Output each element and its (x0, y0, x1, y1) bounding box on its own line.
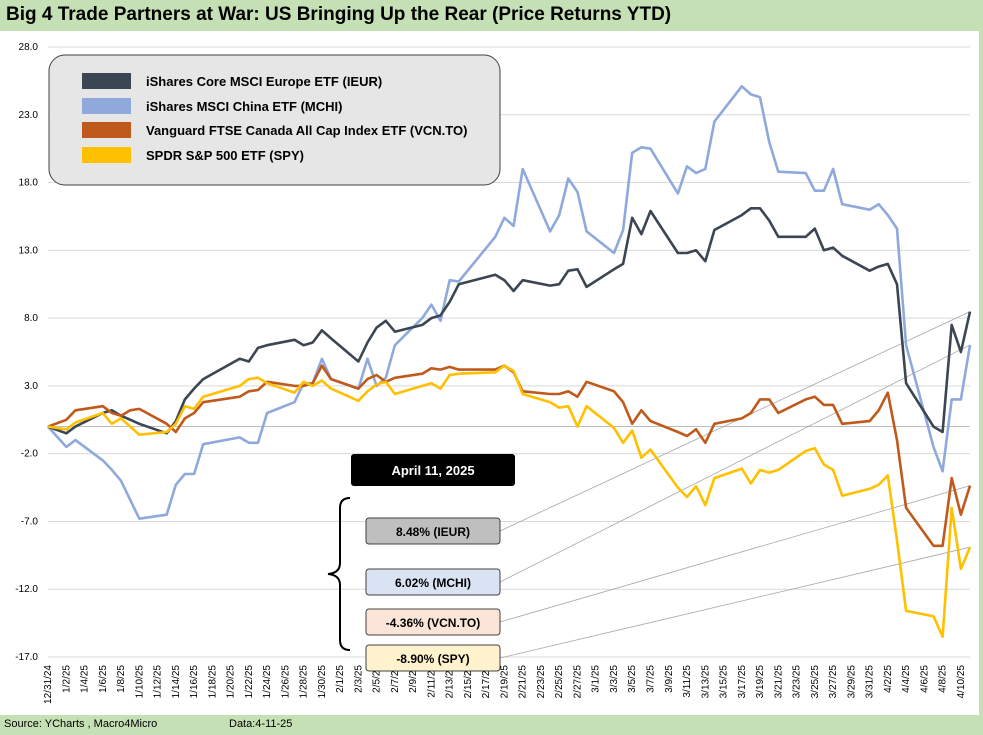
chart-title: Big 4 Trade Partners at War: US Bringing… (6, 4, 672, 25)
x-tick-label: 2/3/25 (353, 665, 364, 693)
annotation-label-vcn: -4.36% (VCN.TO) (386, 616, 480, 630)
x-tick-label: 2/13/25 (445, 665, 456, 699)
x-tick-label: 2/17/25 (481, 665, 492, 699)
x-tick-label: 1/26/25 (280, 665, 291, 699)
x-tick-label: 1/28/25 (299, 665, 310, 699)
x-tick-label: 1/14/25 (171, 665, 182, 699)
x-tick-label: 1/16/25 (189, 665, 200, 699)
legend-box (48, 54, 501, 186)
x-tick-label: 3/15/25 (719, 665, 730, 699)
x-tick-label: 2/21/25 (518, 665, 529, 699)
annotation-box-vcn (365, 608, 501, 636)
x-tick-label: 3/27/25 (828, 665, 839, 699)
line-chart: 28.0 23.0 18.0 13.0 8.0 3.0 -2.0 -7.0 -12.0 -17.0… (15, 42, 972, 704)
legend-swatch-vcn (82, 122, 131, 138)
y-tick-label: 3.0 (24, 381, 38, 392)
x-tick-label: 4/6/25 (919, 665, 930, 693)
x-tick-label: 3/3/25 (609, 665, 620, 693)
annotation-connector (499, 546, 971, 659)
annotation-brace (327, 497, 351, 651)
x-tick-label: 3/7/25 (645, 665, 656, 693)
x-tick-label: 4/4/25 (901, 665, 912, 693)
x-tick-label: 2/5/25 (372, 665, 383, 693)
x-tick-label: 3/25/25 (810, 665, 821, 699)
x-tick-label: 3/21/25 (773, 665, 784, 699)
y-tick-label: -12.0 (15, 584, 38, 595)
x-tick-label: 2/23/25 (536, 665, 547, 699)
series-line-mchi (47, 85, 972, 520)
annotation-box-ieur (365, 517, 501, 545)
x-tick-label: 3/1/25 (591, 665, 602, 693)
x-tick-label: 3/31/25 (865, 665, 876, 699)
chart-area: 28.0 23.0 18.0 13.0 8.0 3.0 -2.0 -7.0 -12.0 -17.0… (0, 31, 979, 715)
footer-source: Source: YCharts , Macro4Micro (4, 718, 158, 730)
legend-label-ieur: iShares Core MSCI Europe ETF (IEUR) (146, 74, 382, 89)
x-tick-label: 4/8/25 (938, 665, 949, 693)
legend-swatch-mchi (82, 98, 131, 114)
x-tick-label: 1/8/25 (116, 665, 127, 693)
y-tick-label: 8.0 (24, 313, 38, 324)
annotation-connector (499, 311, 971, 532)
legend-label-vcn: Vanguard FTSE Canada All Cap Index ETF (… (146, 123, 467, 138)
x-tick-label: 3/23/25 (792, 665, 803, 699)
x-tick-label: 1/22/25 (244, 665, 255, 699)
annotation-box-spy (365, 644, 501, 672)
x-tick-label: 2/7/25 (390, 665, 401, 693)
annotation-label-mchi: 6.02% (MCHI) (395, 576, 471, 590)
annotation-label-ieur: 8.48% (IEUR) (396, 525, 470, 539)
legend-swatch-ieur (82, 73, 131, 89)
x-tick-label: 1/30/25 (317, 665, 328, 699)
x-tick-label: 12/31/24 (43, 665, 54, 704)
annotation-title: April 11, 2025 (391, 463, 474, 478)
y-tick-label: 23.0 (19, 110, 39, 121)
x-tick-label: 1/6/25 (98, 665, 109, 693)
x-tick-label: 4/2/25 (883, 665, 894, 693)
x-tick-label: 2/19/25 (499, 665, 510, 699)
x-tick-label: 1/20/25 (226, 665, 237, 699)
x-tick-label: 1/24/25 (262, 665, 273, 699)
x-tick-label: 1/18/25 (207, 665, 218, 699)
x-tick-label: 2/25/25 (554, 665, 565, 699)
annotation-box-mchi (365, 568, 501, 596)
x-tick-label: 3/17/25 (737, 665, 748, 699)
legend-label-spy: SPDR S&P 500 ETF (SPY) (146, 148, 304, 163)
y-tick-label: -7.0 (21, 516, 39, 527)
y-tick-label: 28.0 (19, 42, 39, 53)
x-tick-label: 3/5/25 (627, 665, 638, 693)
x-tick-label: 1/4/25 (80, 665, 91, 693)
x-tick-label: 3/11/25 (682, 665, 693, 698)
x-tick-label: 1/2/25 (61, 665, 72, 693)
x-tick-label: 1/10/25 (134, 665, 145, 699)
x-tick-label: 3/29/25 (846, 665, 857, 699)
annotation-label-spy: -8.90% (SPY) (396, 652, 469, 666)
x-tick-label: 3/13/25 (700, 665, 711, 699)
annotation-connector (499, 344, 971, 583)
y-tick-label: -2.0 (21, 449, 39, 460)
x-tick-label: 1/12/25 (153, 665, 164, 699)
x-tick-label: 4/10/25 (956, 665, 967, 699)
y-tick-label: -17.0 (15, 652, 38, 663)
x-tick-label: 2/9/25 (408, 665, 419, 693)
x-tick-label: 3/19/25 (755, 665, 766, 699)
legend-label-mchi: iShares MSCI China ETF (MCHI) (146, 99, 342, 114)
annotation-title-box (351, 454, 515, 486)
x-tick-label: 2/1/25 (335, 665, 346, 693)
x-tick-label: 3/9/25 (664, 665, 675, 693)
x-tick-label: 2/15/25 (463, 665, 474, 699)
legend-swatch-spy (82, 147, 131, 163)
series-line-ieur (47, 207, 972, 435)
footer-data-date: Data:4-11-25 (229, 718, 293, 730)
x-tick-label: 2/11/25 (426, 665, 437, 698)
y-tick-label: 13.0 (19, 245, 39, 256)
y-tick-label: 18.0 (19, 178, 39, 189)
series-line-spy (47, 364, 972, 638)
x-tick-label: 2/27/25 (572, 665, 583, 699)
